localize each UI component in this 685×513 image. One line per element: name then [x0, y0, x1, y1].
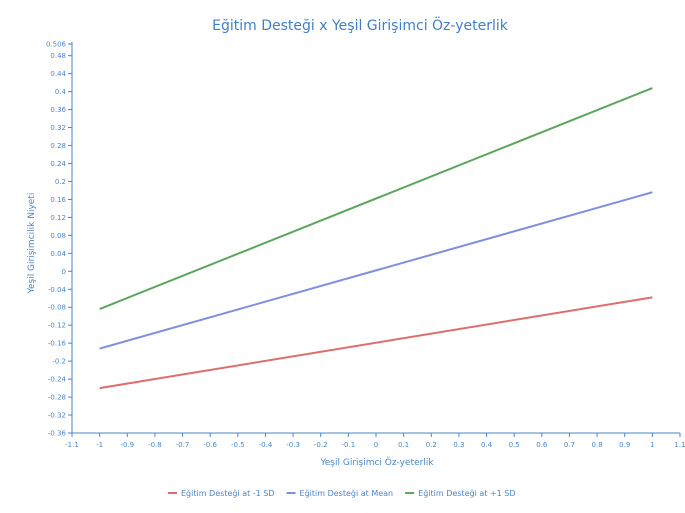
y-axis-ticks: 0.506 0.48 0.44 0.4 0.36 0.32 0.28 0.24 0.2 0.16 0… — [46, 41, 72, 438]
series-lines — [99, 87, 653, 390]
y-tick-label: 0.44 — [50, 70, 66, 78]
legend-label: Eğitim Desteği at Mean — [300, 489, 394, 498]
y-tick-label: 0 — [62, 268, 66, 276]
x-tick-label: 1.1 — [674, 441, 685, 449]
x-tick-label: -0.7 — [176, 441, 190, 449]
y-tick-label: 0.04 — [50, 250, 66, 258]
y-tick-label: 0.24 — [50, 160, 66, 168]
x-tick-label: 0 — [374, 441, 378, 449]
legend-label: Eğitim Desteği at +1 SD — [418, 489, 515, 498]
y-tick-label: -0.32 — [48, 412, 66, 420]
y-tick-label: -0.24 — [48, 376, 67, 384]
y-tick-label: 0.36 — [50, 106, 66, 114]
y-tick-label: 0.28 — [50, 142, 66, 150]
x-axis-ticks: -1.1 -1 -0.9 -0.8 -0.7 -0.6 -0.5 -0.4 -0.3 -0.2 -0… — [65, 433, 685, 449]
y-tick-label: -0.28 — [48, 394, 66, 402]
legend-item-1: Eğitim Desteği at Mean — [286, 489, 394, 498]
x-tick-label: -0.8 — [148, 441, 162, 449]
series-line-0 — [99, 296, 653, 390]
y-tick-label: 0.506 — [46, 41, 67, 49]
y-tick-label: 0.32 — [50, 124, 66, 132]
x-tick-label: 0.4 — [481, 441, 493, 449]
y-tick-label: 0.4 — [55, 88, 67, 96]
legend-item-2: Eğitim Desteği at +1 SD — [405, 489, 516, 498]
x-tick-label: 0.1 — [398, 441, 409, 449]
y-axis-title: Yeşil Girişimcilik Niyeti — [27, 193, 37, 295]
x-axis-title: Yeşil Girişimci Öz-yeterlik — [319, 457, 434, 468]
x-tick-label: -0.4 — [259, 441, 273, 449]
x-tick-label: -1 — [96, 441, 103, 449]
y-tick-label: 0.08 — [50, 232, 66, 240]
y-tick-label: -0.36 — [48, 430, 67, 438]
x-tick-label: -0.9 — [120, 441, 134, 449]
x-tick-label: 0.8 — [592, 441, 603, 449]
axes — [71, 42, 680, 434]
x-tick-label: 0.9 — [619, 441, 630, 449]
x-tick-label: 0.7 — [564, 441, 575, 449]
x-tick-label: -0.3 — [286, 441, 300, 449]
x-tick-label: -0.1 — [342, 441, 356, 449]
x-tick-label: 0.3 — [453, 441, 464, 449]
x-tick-label: 1 — [650, 441, 654, 449]
series-line-2 — [99, 87, 653, 310]
y-tick-label: -0.12 — [48, 322, 66, 330]
y-tick-label: 0.48 — [50, 52, 66, 60]
y-tick-label: -0.16 — [48, 340, 67, 348]
legend-item-0: Eğitim Desteği at -1 SD — [168, 489, 275, 498]
x-tick-label: 0.2 — [426, 441, 437, 449]
x-tick-label: 0.5 — [509, 441, 520, 449]
y-tick-label: 0.2 — [55, 178, 66, 186]
y-tick-label: 0.16 — [50, 196, 66, 204]
legend-label: Eğitim Desteği at -1 SD — [181, 489, 275, 498]
chart-title: Eğitim Desteği x Yeşil Girişimci Öz-yete… — [212, 16, 509, 34]
legend: Eğitim Desteği at -1 SD Eğitim Desteği at… — [168, 489, 516, 498]
y-tick-label: -0.2 — [52, 358, 66, 366]
x-tick-label: -1.1 — [65, 441, 79, 449]
x-tick-label: -0.6 — [203, 441, 217, 449]
x-tick-label: 0.6 — [536, 441, 548, 449]
y-tick-label: -0.04 — [48, 286, 67, 294]
x-tick-label: -0.2 — [314, 441, 328, 449]
x-tick-label: -0.5 — [231, 441, 245, 449]
y-tick-label: -0.08 — [48, 304, 66, 312]
y-tick-label: 0.12 — [50, 214, 66, 222]
series-line-1 — [99, 191, 653, 350]
